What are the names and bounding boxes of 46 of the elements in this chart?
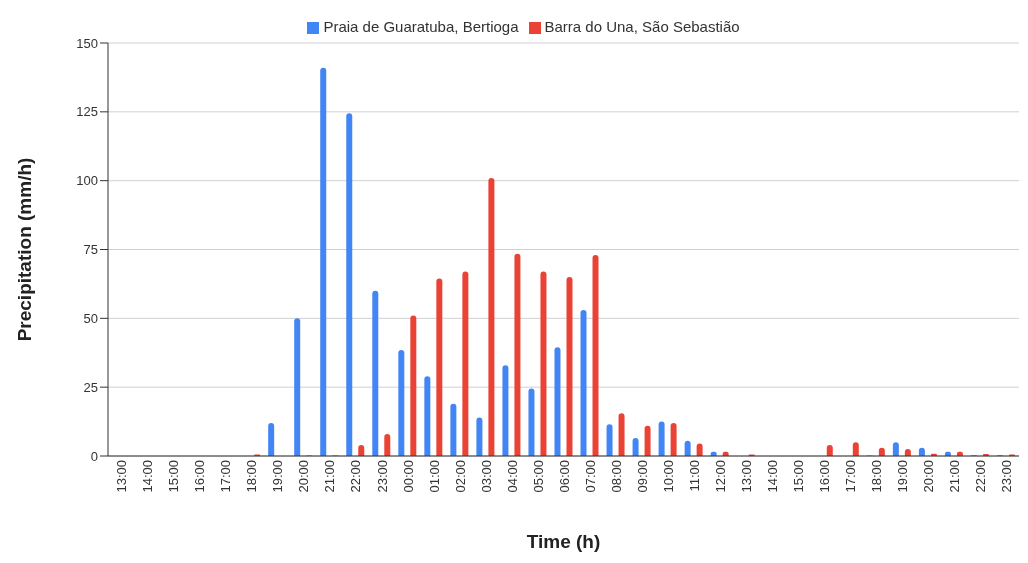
x-tick-label: 22:00: [348, 460, 364, 493]
x-tick-label: 06:00: [556, 460, 572, 493]
x-tick-label: 17:00: [218, 460, 234, 493]
x-tick-label: 14:00: [764, 460, 780, 493]
x-tick-label: 15:00: [166, 460, 182, 493]
x-tick-label: 15:00: [790, 460, 806, 493]
x-tick-label: 22:00: [973, 460, 989, 493]
x-tick-label: 08:00: [608, 460, 624, 493]
x-tick-label: 03:00: [478, 460, 494, 493]
x-tick-label: 04:00: [504, 460, 520, 493]
legend-label: Barra do Una, São Sebastião: [544, 18, 740, 35]
y-tick-label: 150: [76, 35, 98, 51]
y-axis-title: Precipitation (mm/h): [13, 157, 35, 342]
y-tick-label: 75: [83, 242, 98, 258]
x-tick-label: 19:00: [270, 460, 286, 493]
legend-label: Praia de Guaratuba, Bertioga: [323, 18, 519, 35]
x-tick-label: 01:00: [426, 460, 442, 493]
x-tick-label: 23:00: [999, 460, 1015, 493]
x-tick-label: 10:00: [660, 460, 676, 493]
x-tick-label: 13:00: [738, 460, 754, 493]
x-tick-label: 21:00: [947, 460, 963, 493]
x-axis-title: Time (h): [526, 531, 601, 552]
x-tick-label: 16:00: [817, 460, 833, 493]
x-tick-label: 18:00: [244, 460, 260, 493]
x-tick-label: 23:00: [374, 460, 390, 493]
x-tick-label: 07:00: [582, 460, 598, 493]
y-tick-label: 0: [90, 448, 98, 464]
y-tick-label: 25: [83, 379, 98, 395]
x-tick-label: 17:00: [843, 460, 859, 493]
x-tick-label: 09:00: [634, 460, 650, 493]
x-tick-label: 20:00: [921, 460, 937, 493]
x-tick-label: 14:00: [140, 460, 156, 493]
x-tick-label: 02:00: [452, 460, 468, 493]
y-tick-label: 125: [76, 104, 98, 120]
y-tick-label: 100: [76, 173, 98, 189]
x-tick-label: 13:00: [114, 460, 130, 493]
y-tick-label: 50: [83, 310, 98, 326]
x-tick-label: 20:00: [296, 460, 312, 493]
x-tick-label: 19:00: [895, 460, 911, 493]
x-tick-label: 12:00: [712, 460, 728, 493]
x-tick-label: 11:00: [686, 460, 702, 492]
x-tick-label: 05:00: [530, 460, 546, 493]
x-tick-label: 21:00: [322, 460, 338, 493]
x-tick-label: 16:00: [192, 460, 208, 493]
x-tick-label: 00:00: [400, 460, 416, 493]
x-tick-label: 18:00: [869, 460, 885, 493]
